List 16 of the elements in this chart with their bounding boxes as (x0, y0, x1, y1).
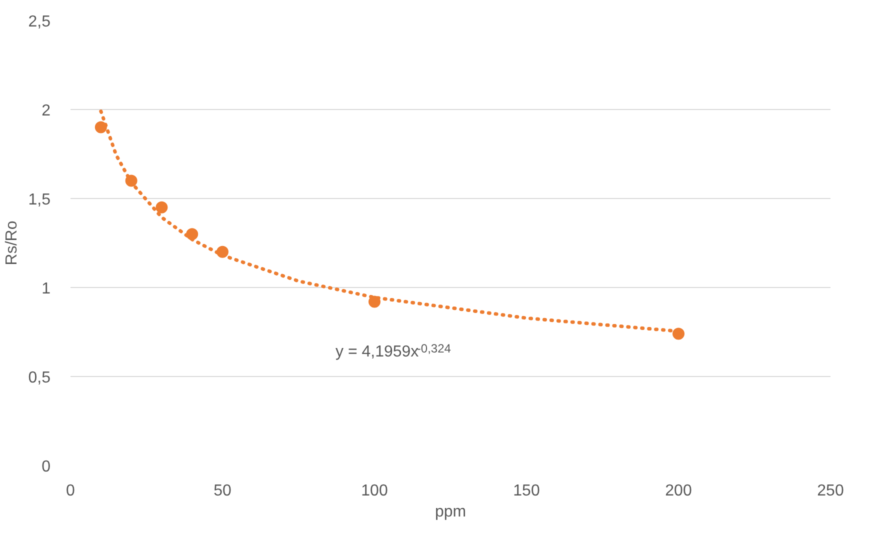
y-tick-label: 1,5 (28, 192, 51, 208)
x-tick-label: 50 (214, 482, 232, 500)
y-tick-label: 2,5 (28, 14, 51, 30)
x-tick-label: 150 (513, 482, 540, 500)
x-tick-label: 0 (66, 482, 76, 500)
x-tick-label: 200 (665, 482, 692, 500)
x-tick-label: 100 (361, 482, 388, 500)
y-tick-label: 0 (42, 458, 51, 476)
y-tick-label: 2 (42, 102, 51, 120)
x-axis-title: ppm (434, 504, 466, 520)
y-axis-title: Rs/Ro (3, 220, 20, 266)
y-tick-label: 1 (42, 280, 51, 298)
point (94, 121, 107, 134)
y-tick-label: 0,5 (28, 370, 51, 386)
point (156, 201, 168, 214)
x-tick-label: 250 (817, 482, 844, 500)
